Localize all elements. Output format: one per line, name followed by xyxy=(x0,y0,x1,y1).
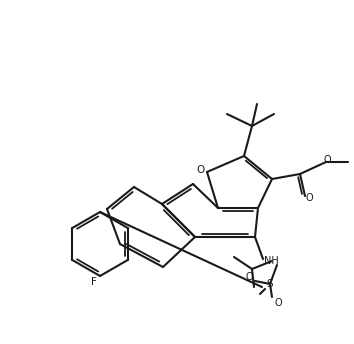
Text: O: O xyxy=(245,272,253,282)
Text: F: F xyxy=(91,277,97,287)
Text: O: O xyxy=(274,298,282,308)
Text: NH: NH xyxy=(264,256,278,266)
Text: O: O xyxy=(323,155,331,165)
Text: S: S xyxy=(267,279,273,289)
Text: O: O xyxy=(305,193,313,203)
Text: O: O xyxy=(196,165,204,175)
